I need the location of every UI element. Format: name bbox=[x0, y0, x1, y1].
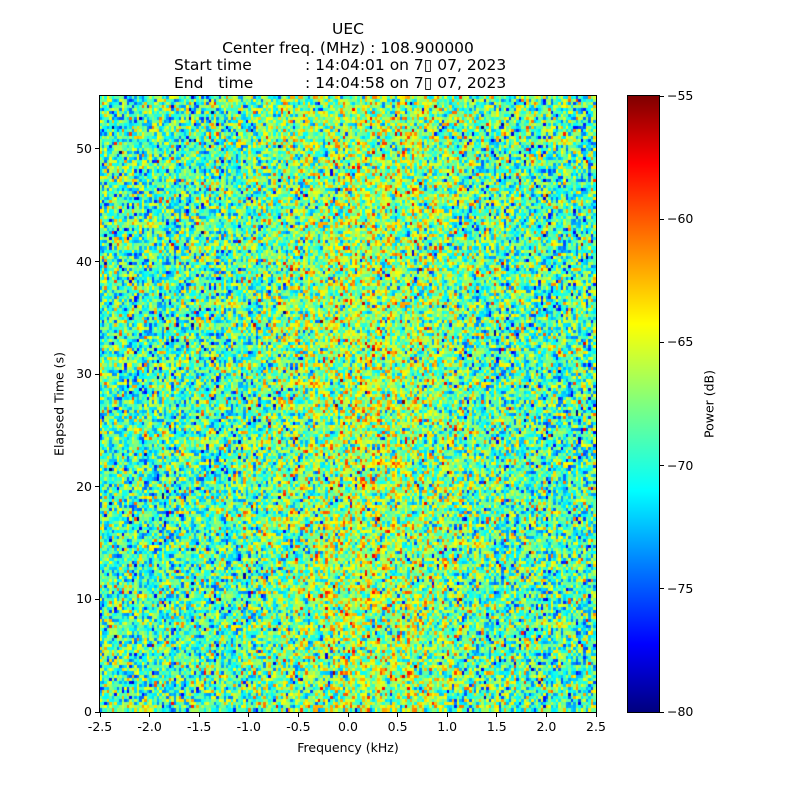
x-axis-label: Frequency (kHz) bbox=[297, 740, 399, 755]
colorbar-tick-label: −70 bbox=[667, 457, 694, 473]
x-tick bbox=[397, 713, 399, 717]
y-tick-label: 50 bbox=[76, 140, 92, 156]
colorbar-tick-label: −60 bbox=[667, 211, 694, 227]
colorbar-tick-label: −75 bbox=[667, 580, 694, 596]
x-tick bbox=[347, 713, 349, 717]
y-tick-label: 40 bbox=[76, 253, 92, 269]
x-tick-label: -2.5 bbox=[87, 719, 113, 734]
y-axis-label: Elapsed Time (s) bbox=[51, 352, 67, 456]
x-tick bbox=[496, 713, 498, 717]
x-tick bbox=[248, 713, 250, 717]
x-tick bbox=[99, 713, 101, 717]
colorbar-tick bbox=[660, 588, 664, 590]
colorbar-tick bbox=[660, 218, 664, 220]
y-tick-label: 0 bbox=[84, 704, 92, 719]
x-tick-label: -1.0 bbox=[236, 719, 261, 734]
title-line-1: UEC bbox=[332, 20, 364, 38]
x-tick bbox=[595, 713, 597, 717]
x-tick bbox=[198, 713, 200, 717]
x-tick-label: 0.0 bbox=[338, 719, 358, 734]
colorbar bbox=[628, 96, 659, 712]
colorbar-tick-label: −80 bbox=[667, 704, 694, 719]
y-tick bbox=[95, 148, 99, 150]
y-tick bbox=[95, 598, 99, 600]
y-tick bbox=[95, 711, 99, 713]
y-tick bbox=[95, 261, 99, 263]
y-tick-label: 20 bbox=[76, 478, 92, 494]
x-tick-label: 1.0 bbox=[437, 719, 458, 734]
y-tick bbox=[95, 373, 99, 375]
y-tick bbox=[95, 486, 99, 488]
x-tick bbox=[545, 713, 547, 717]
colorbar-tick bbox=[660, 95, 664, 97]
colorbar-tick bbox=[660, 341, 664, 343]
x-tick bbox=[446, 713, 448, 717]
x-tick-label: 1.5 bbox=[486, 719, 507, 734]
x-tick-label: -0.5 bbox=[286, 719, 311, 734]
start-time-value: : 14:04:01 on 7▯ 07, 2023 bbox=[305, 56, 507, 74]
y-tick-label: 10 bbox=[76, 591, 92, 607]
start-time-label: Start time bbox=[174, 56, 252, 74]
title-line-2: Center freq. (MHz) : 108.900000 bbox=[222, 39, 474, 57]
x-tick bbox=[149, 713, 151, 717]
colorbar-tick bbox=[660, 465, 664, 467]
x-tick-label: 2.0 bbox=[536, 719, 557, 734]
end-time-value: : 14:04:58 on 7▯ 07, 2023 bbox=[305, 74, 507, 92]
x-tick-label: 2.5 bbox=[586, 719, 606, 734]
x-tick-label: -1.5 bbox=[186, 719, 212, 734]
colorbar-tick-label: −55 bbox=[667, 88, 694, 103]
x-tick-label: -2.0 bbox=[137, 719, 162, 734]
y-tick-label: 30 bbox=[76, 366, 92, 382]
colorbar-tick-label: −65 bbox=[667, 334, 694, 350]
x-tick-label: 0.5 bbox=[387, 719, 408, 734]
colorbar-tick bbox=[660, 711, 664, 713]
end-time-label: End time bbox=[174, 74, 254, 92]
colorbar-label: Power (dB) bbox=[701, 369, 717, 439]
x-tick bbox=[297, 713, 299, 717]
spectrogram-heatmap bbox=[100, 96, 596, 712]
